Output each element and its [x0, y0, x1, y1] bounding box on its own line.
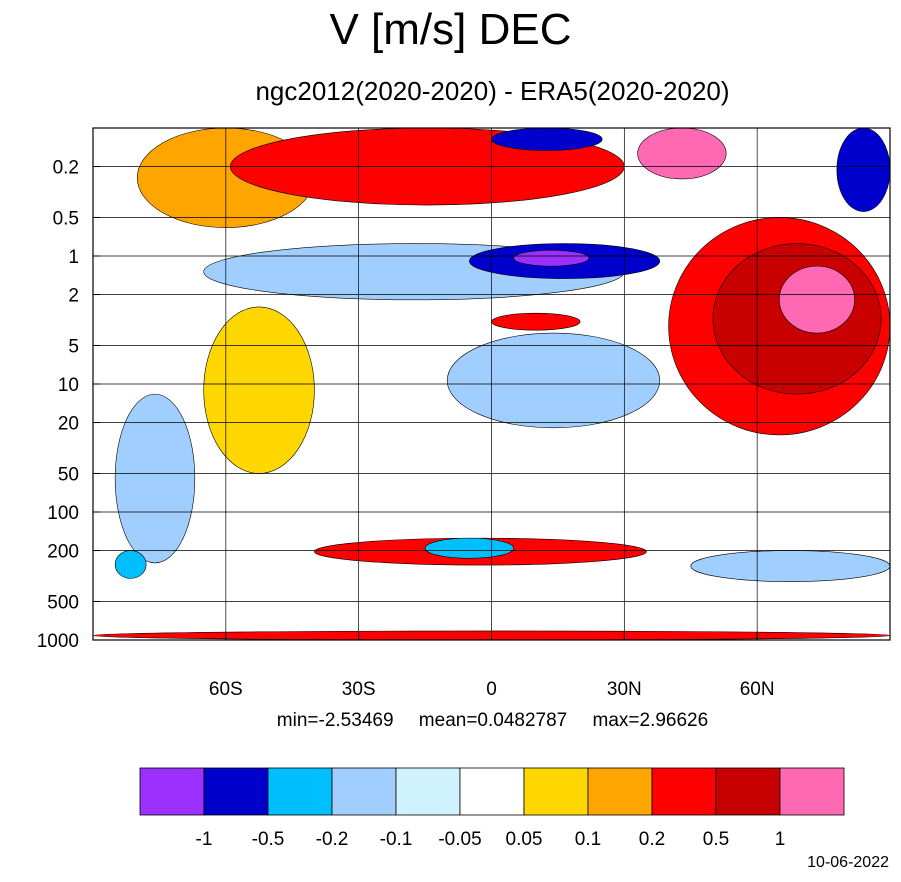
y-tick-label: 10	[58, 375, 79, 396]
contour-region	[637, 128, 727, 180]
y-tick-label: 0.5	[53, 208, 79, 229]
contour-region	[203, 306, 315, 474]
contour-region	[779, 265, 855, 334]
colorbar-label: 0.05	[506, 829, 543, 850]
colorbar-label: 0.2	[639, 829, 665, 850]
contour-region	[446, 332, 661, 429]
stat-min: min=-2.53469	[276, 710, 394, 731]
colorbar-box	[331, 767, 397, 816]
colorbar-label: -1	[196, 829, 213, 850]
colorbar: -1 -0.5 -0.2 -0.1 -0.05 0.05 0.1 0.2 0.5 1	[139, 767, 845, 850]
contour-region	[114, 550, 147, 579]
stat-max: max=2.96626	[592, 710, 709, 731]
stats-line: min=-2.53469 mean=0.0482787 max=2.96626	[0, 708, 901, 734]
y-tick-label: 50	[58, 464, 79, 485]
contour-region	[424, 537, 514, 559]
contour-region	[690, 550, 890, 582]
page-title: V [m/s] DEC	[329, 5, 572, 54]
colorbar-box	[267, 767, 333, 816]
plot-subtitle: ngc2012(2020-2020) - ERA5(2020-2020)	[255, 76, 730, 106]
contour-region	[114, 393, 196, 564]
x-tick-label: 30S	[342, 679, 376, 700]
colorbar-box	[779, 767, 845, 816]
x-tick-label: 60N	[740, 679, 775, 700]
colorbar-box	[715, 767, 781, 816]
axes: 0.2 0.5 1 2 5 10 20 50 100 200 500 1000 60S 30S 0 30N 60…	[37, 127, 891, 700]
colorbar-box	[651, 767, 717, 816]
colorbar-label: 1	[775, 829, 786, 850]
y-tick-label: 1	[68, 247, 79, 268]
y-tick-label: 1000	[37, 631, 79, 652]
stat-mean: mean=0.0482787	[418, 710, 568, 731]
contour-region	[491, 312, 581, 331]
y-tick-label: 100	[47, 503, 79, 524]
contour-region	[836, 128, 890, 212]
x-tick-label: 60S	[209, 679, 243, 700]
colorbar-label: -0.1	[380, 829, 413, 850]
y-tick-label: 500	[47, 592, 79, 613]
y-tick-label: 2	[68, 286, 79, 307]
colorbar-label: 0.1	[575, 829, 601, 850]
colorbar-box	[523, 767, 589, 816]
y-tick-label: 5	[68, 336, 79, 357]
y-tick-label: 20	[58, 414, 79, 435]
x-tick-label: 30N	[607, 679, 642, 700]
colorbar-label: -0.2	[316, 829, 349, 850]
colorbar-label: 0.5	[703, 829, 729, 850]
colorbar-box	[587, 767, 653, 816]
colorbar-box	[203, 767, 269, 816]
x-tick-label: 0	[486, 679, 497, 700]
y-tick-label: 200	[47, 542, 79, 563]
colorbar-label: -0.5	[252, 829, 285, 850]
y-tick-label: 0.2	[53, 158, 79, 179]
contour-region	[513, 249, 590, 267]
date-stamp: 10-06-2022	[807, 854, 889, 871]
colorbar-box	[395, 767, 461, 816]
colorbar-box	[459, 767, 525, 816]
colorbar-box	[139, 767, 205, 816]
contour-region	[491, 128, 603, 151]
colorbar-label: -0.05	[438, 829, 481, 850]
